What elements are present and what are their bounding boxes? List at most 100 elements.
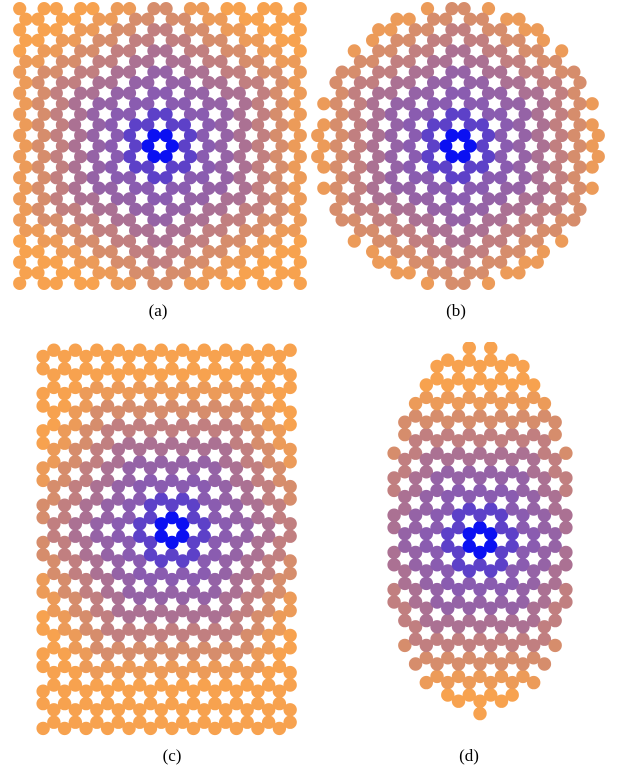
lattice-site [462,576,476,591]
lattice-site [462,502,476,516]
lattice-site [159,192,173,206]
lattice-site [526,415,541,429]
lattice-site [90,405,104,419]
lattice-site [202,266,216,280]
lattice-site [430,483,444,498]
lattice-site [220,86,234,100]
lattice-site [19,118,33,132]
lattice-site [481,255,496,269]
lattice-site [92,160,106,174]
lattice-site [366,33,380,47]
lattice-site [220,213,234,227]
lattice-site [165,696,179,711]
lattice-site [197,442,211,457]
lattice-site [408,508,423,522]
lattice-site [484,378,498,392]
lattice-site [473,694,487,708]
lattice-site [186,647,201,661]
lattice-site [110,255,124,269]
lattice-site [372,65,386,79]
lattice-site [567,128,581,143]
lattice-site [49,65,63,79]
lattice-site [549,97,563,111]
lattice-site [13,44,27,58]
lattice-site [100,610,115,624]
lattice-site [79,684,93,698]
lattice-site [100,436,115,450]
lattice-site [129,33,143,47]
lattice-site [177,139,191,153]
lattice-site [537,409,552,423]
lattice-circle [311,2,605,290]
lattice-site [79,424,93,438]
lattice-site [463,245,477,259]
lattice-site [549,76,563,90]
lattice-site [427,181,441,195]
lattice-site [122,276,137,290]
lattice-site [573,160,587,174]
lattice-site [536,223,550,238]
lattice-site [512,33,526,47]
lattice-site [505,601,519,615]
lattice-site [176,703,190,717]
lattice-site [347,171,361,185]
lattice-site [196,171,210,185]
lattice-site [445,276,459,290]
lattice-site [475,139,489,153]
lattice-site [36,647,50,661]
lattice-site [92,139,106,153]
lattice-site [512,223,526,238]
lattice-site [408,171,422,185]
lattice-site [419,489,434,504]
lattice-site [122,234,137,248]
lattice-site [13,128,27,143]
lattice-site [516,620,530,634]
lattice-site [283,603,297,618]
lattice-site [133,380,147,395]
lattice-site [133,517,147,531]
lattice-site [49,128,63,143]
lattice-site [398,452,412,467]
lattice-site [526,489,541,504]
lattice-site [500,160,514,174]
lattice-site [208,647,222,661]
lattice-site [111,479,126,494]
lattice-site [37,192,51,206]
lattice-site [462,613,476,628]
lattice-site [13,2,27,16]
lattice-site [549,160,563,174]
lattice-site [559,545,573,560]
lattice-site [512,245,526,259]
lattice-site [475,160,489,174]
lattice-site [165,659,179,674]
lattice-site [36,424,50,438]
lattice-site [408,545,423,560]
lattice-site [408,483,423,498]
lattice-site [57,399,72,413]
lattice-site [183,128,198,143]
lattice-square [13,2,307,290]
lattice-site [475,33,489,47]
lattice-site [154,554,168,568]
lattice-site [133,591,147,605]
lattice-site [104,33,118,47]
lattice-site [141,118,155,132]
lattice-site [196,192,210,206]
lattice-site [100,386,115,401]
lattice-site [518,234,532,248]
lattice-site [430,359,444,374]
lattice-site [420,65,435,79]
lattice-site [329,160,343,174]
lattice-site [402,223,416,238]
lattice-site [176,715,190,729]
lattice-site [208,510,222,525]
lattice-site [484,651,498,665]
lattice-site [390,97,404,111]
lattice-site [57,721,72,736]
lattice-site [111,554,126,568]
lattice-site [473,545,487,560]
lattice-site [100,622,115,636]
lattice-site [283,529,297,543]
lattice-site [159,234,173,248]
lattice-site [451,372,466,386]
